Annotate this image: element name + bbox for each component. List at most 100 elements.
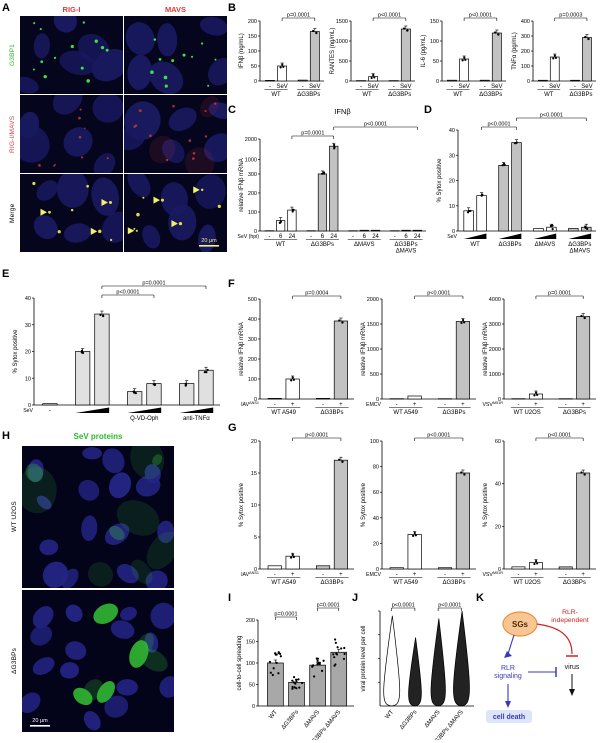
svg-text:ΔMAVS: ΔMAVS	[424, 709, 442, 729]
svg-text:200: 200	[246, 618, 255, 624]
svg-text:-: -	[565, 572, 567, 578]
svg-text:100: 100	[246, 661, 255, 667]
svg-text:VSVM51R: VSVM51R	[482, 571, 503, 578]
svg-text:-: -	[484, 84, 486, 90]
svg-text:-: -	[396, 402, 398, 408]
svg-text:-: -	[310, 234, 312, 240]
svg-text:ΔMAVS: ΔMAVS	[535, 242, 556, 248]
svg-text:VSVM51R: VSVM51R	[482, 401, 503, 408]
rlr-signaling-label-line2: signaling	[494, 673, 522, 680]
svg-text:ΔMAVS: ΔMAVS	[570, 249, 591, 255]
svg-text:-: -	[274, 572, 276, 578]
svg-text:80: 80	[373, 465, 379, 471]
micrograph-sev-wt	[22, 446, 174, 588]
chart-sytox-inhibitors: 0 10 20 30 40 % Sytox positive - SeV Q-VD-Oph ant…	[10, 274, 222, 426]
svg-text:Q-VD-Oph: Q-VD-Oph	[130, 416, 158, 422]
panel-label-b: B	[228, 2, 236, 14]
svg-text:30: 30	[449, 153, 455, 159]
rlr-signaling-label-line1: RLR	[501, 665, 515, 672]
svg-text:10: 10	[449, 204, 455, 210]
svg-text:IAVΔNS1: IAVΔNS1	[241, 571, 259, 578]
micrograph-g3bp1-rigi	[20, 16, 123, 94]
svg-text:+: +	[339, 402, 343, 408]
chart-viral-protein-violin: viral protein level per cell WT ΔG3BPs ΔMAV…	[358, 596, 476, 740]
svg-text:1000: 1000	[367, 347, 379, 353]
svg-text:relative IFNβ mRNA: relative IFNβ mRNA	[483, 322, 489, 375]
svg-text:ΔMAVS: ΔMAVS	[354, 242, 375, 248]
panel-label-j: J	[352, 592, 359, 604]
svg-text:400: 400	[521, 19, 530, 25]
svg-text:+: +	[461, 572, 465, 578]
svg-text:EMCV: EMCV	[366, 402, 382, 408]
svg-text:% Sytox positive: % Sytox positive	[13, 329, 19, 374]
svg-text:SeV: SeV	[400, 84, 411, 90]
micrograph-mavs	[124, 95, 227, 173]
svg-text:viral protein level per cell: viral protein level per cell	[361, 625, 367, 691]
svg-text:WT: WT	[470, 242, 480, 248]
chart-cell-spreading: 0 50 100 150 200 cell-to-cell spreading WT ΔG3B…	[234, 596, 356, 740]
svg-text:+: +	[413, 572, 417, 578]
svg-text:+: +	[339, 572, 343, 578]
svg-text:p=0.0001: p=0.0001	[274, 612, 297, 618]
svg-text:p<0.0001: p<0.0001	[438, 603, 461, 609]
svg-text:WT: WT	[362, 92, 372, 98]
micrograph-rigi	[20, 95, 123, 173]
svg-text:p<0.0001: p<0.0001	[364, 122, 387, 128]
svg-text:p<0.0001: p<0.0001	[540, 113, 563, 119]
svg-text:SeV: SeV	[581, 84, 592, 90]
sg-to-rlr-arrow-line	[507, 634, 515, 655]
svg-text:-: -	[274, 402, 276, 408]
svg-text:10: 10	[251, 503, 257, 509]
svg-text:SeV: SeV	[367, 84, 378, 90]
svg-text:p<0.0001: p<0.0001	[487, 122, 510, 128]
svg-text:p=0.0001: p=0.0001	[301, 131, 324, 137]
svg-text:ΔG3BPs: ΔG3BPs	[320, 580, 343, 586]
svg-text:0: 0	[345, 79, 348, 85]
svg-text:p<0.0001: p<0.0001	[427, 433, 450, 439]
svg-text:10: 10	[25, 376, 31, 382]
svg-text:ΔG3BPs: ΔG3BPs	[563, 580, 586, 586]
chart-ifnb-mrna-timecourse: IFNβ 0 100 200 300 1000 2000 relative IFNβ mRNA…	[236, 106, 428, 258]
svg-text:0: 0	[376, 397, 379, 403]
panel-a: RIG-I MAVS G3BP1 RIG-I/MAVS Merge 20 μm	[6, 4, 228, 252]
svg-text:WT: WT	[268, 709, 279, 720]
svg-text:3000: 3000	[489, 322, 501, 328]
panel-h: SeV proteins WT U2OS ΔG3BPs 20 μm	[6, 432, 228, 740]
svg-text:relative IFNβ mRNA: relative IFNβ mRNA	[361, 322, 367, 375]
svg-text:6: 6	[279, 234, 283, 240]
svg-text:+: +	[461, 402, 465, 408]
svg-text:200: 200	[248, 19, 257, 25]
column-header-rigi: RIG-I	[62, 5, 81, 14]
panel-label-a: A	[2, 2, 10, 14]
micrograph-sev-dg3bps: 20 μm	[22, 590, 174, 732]
svg-text:IL-6 (pg/mL): IL-6 (pg/mL)	[421, 35, 427, 68]
svg-text:0: 0	[452, 229, 455, 235]
svg-text:100: 100	[521, 64, 530, 70]
chart-ifnb-emcv: 0 500 1000 1500 2000 relative IFNβ mRNA - + - + EM…	[358, 284, 478, 420]
svg-text:20: 20	[449, 179, 455, 185]
svg-text:0: 0	[28, 403, 31, 409]
cell-death-label: cell death	[493, 714, 525, 721]
column-header-mavs: MAVS	[164, 5, 187, 14]
micrograph-merge-rigi	[20, 174, 123, 252]
svg-text:1500: 1500	[336, 19, 348, 25]
panel-label-g: G	[228, 422, 237, 434]
svg-text:1000: 1000	[245, 158, 257, 164]
chart-il6-elisa: 0 50 100 150 IL-6 (pg/mL) - SeV - SeV WT ΔG3BPs p<0…	[418, 6, 508, 102]
panel-label-f: F	[228, 278, 235, 290]
svg-text:p<0.0001: p<0.0001	[548, 433, 571, 439]
chart-ifnb-vsv: 0 1000 2000 3000 4000 relative IFNβ mRNA - + - + V…	[480, 284, 598, 420]
rlr-independent-label-line2: independent	[551, 617, 589, 624]
svg-text:-: -	[444, 402, 446, 408]
svg-text:WT U2OS: WT U2OS	[514, 580, 541, 586]
svg-text:-: -	[268, 234, 270, 240]
panel-label-e: E	[2, 268, 10, 280]
svg-text:150: 150	[430, 19, 439, 25]
svg-text:WT A549: WT A549	[271, 410, 296, 416]
svg-text:ΔMAVS: ΔMAVS	[303, 709, 321, 729]
svg-text:40: 40	[495, 482, 501, 488]
svg-text:6: 6	[363, 234, 367, 240]
svg-text:-: -	[352, 234, 354, 240]
svg-text:SeV: SeV	[549, 84, 560, 90]
